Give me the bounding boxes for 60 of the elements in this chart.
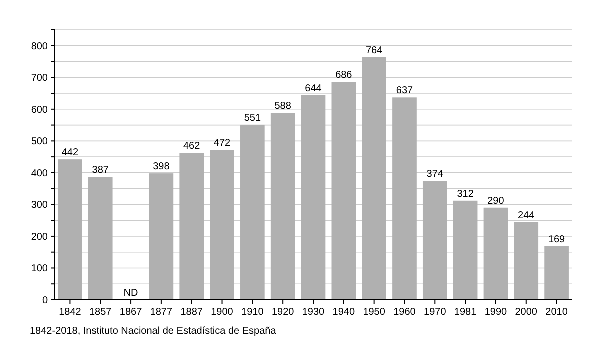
x-tick-label: 1960: [394, 307, 416, 318]
y-tick-label: 0: [42, 296, 48, 306]
y-tick-label: 700: [31, 73, 48, 84]
x-tick-label: 1877: [150, 307, 173, 318]
data-label: 169: [548, 234, 566, 246]
data-label: 387: [92, 165, 110, 176]
bar: [422, 181, 448, 300]
data-label: 312: [457, 188, 474, 200]
x-tick-label: 1981: [454, 307, 478, 318]
bar: [484, 208, 508, 300]
bar: [392, 98, 417, 300]
data-label: 644: [305, 83, 322, 94]
y-tick-label: 200: [31, 232, 48, 243]
data-label: 764: [366, 45, 384, 56]
data-label: 442: [62, 148, 79, 159]
y-tick-label: 500: [31, 136, 48, 148]
text: ND: [124, 288, 138, 299]
bar: [362, 57, 386, 300]
bar: [453, 200, 478, 300]
bar: [301, 95, 326, 300]
data-label: 290: [488, 196, 505, 207]
x-tick-label: 1887: [180, 307, 204, 318]
data-label: 588: [274, 101, 292, 112]
bar: [514, 222, 539, 300]
x-tick-label: 1910: [242, 307, 264, 318]
x-tick-label: 1920: [272, 307, 295, 318]
y-tick-label: 300: [31, 200, 48, 212]
data-label: 462: [184, 141, 201, 152]
data-label: 244: [518, 210, 536, 222]
x-tick-label: 1867: [120, 307, 143, 318]
x-tick-label: 1842: [59, 307, 82, 318]
x-tick-label: 1857: [89, 307, 112, 318]
y-tick-label: 800: [31, 41, 48, 52]
x-tick-label: 2010: [546, 307, 568, 318]
data-label: 686: [336, 70, 353, 82]
bar: [88, 177, 113, 300]
data-label: 551: [244, 112, 262, 124]
data-label: 374: [426, 169, 444, 180]
y-tick-label: 400: [31, 168, 48, 180]
x-tick-label: 1930: [302, 307, 326, 318]
bar: [149, 174, 174, 300]
x-tick-label: 1900: [211, 307, 234, 318]
bar: [180, 153, 204, 300]
x-tick-label: 1990: [484, 307, 508, 318]
bar: [332, 82, 356, 300]
bar: [544, 246, 569, 300]
bar: [58, 160, 82, 300]
y-tick-label: 600: [31, 104, 48, 116]
data-label: 472: [214, 138, 232, 150]
bar: [240, 124, 265, 300]
data-label: 637: [396, 86, 414, 97]
y-tick-label: 100: [31, 264, 48, 275]
x-tick-label: 1950: [363, 307, 386, 318]
x-tick-label: 2000: [515, 307, 538, 318]
x-tick-label: 1970: [424, 307, 447, 318]
bar: [270, 113, 296, 300]
bar: [210, 150, 234, 300]
data-label: 398: [153, 162, 170, 173]
x-tick-label: 1940: [332, 307, 356, 318]
text: 1842-2018, Instituto Nacional de Estadística de España: [30, 326, 277, 337]
